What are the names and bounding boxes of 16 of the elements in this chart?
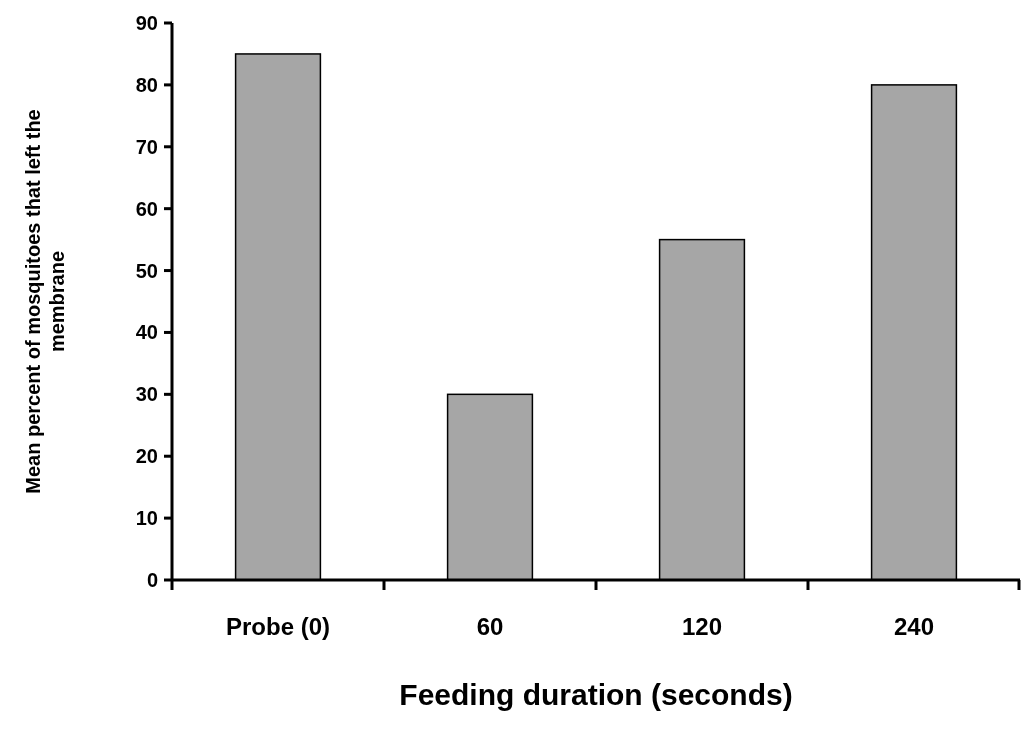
x-tick-label: 120 bbox=[681, 613, 723, 640]
y-tick-label: 40 bbox=[135, 321, 158, 344]
y-tick-label: 90 bbox=[135, 12, 158, 34]
y-tick-label: 70 bbox=[135, 135, 158, 158]
y-axis-title: Mean percent of mosquitoes that left the membrane bbox=[22, 109, 68, 494]
y-tick-label: 10 bbox=[135, 507, 158, 530]
x-axis-title: Feeding duration (seconds) bbox=[399, 678, 793, 711]
y-tick-label: 0 bbox=[146, 569, 158, 591]
y-tick-label: 50 bbox=[135, 259, 158, 282]
y-tick-label: 60 bbox=[135, 197, 158, 220]
x-tick-label: Probe (0) bbox=[225, 613, 331, 640]
x-tick-label: 240 bbox=[893, 613, 935, 640]
y-tick-label: 20 bbox=[135, 445, 158, 468]
y-tick-label: 30 bbox=[135, 383, 158, 406]
x-tick-label: 60 bbox=[476, 613, 504, 640]
y-tick-label: 80 bbox=[135, 73, 158, 96]
